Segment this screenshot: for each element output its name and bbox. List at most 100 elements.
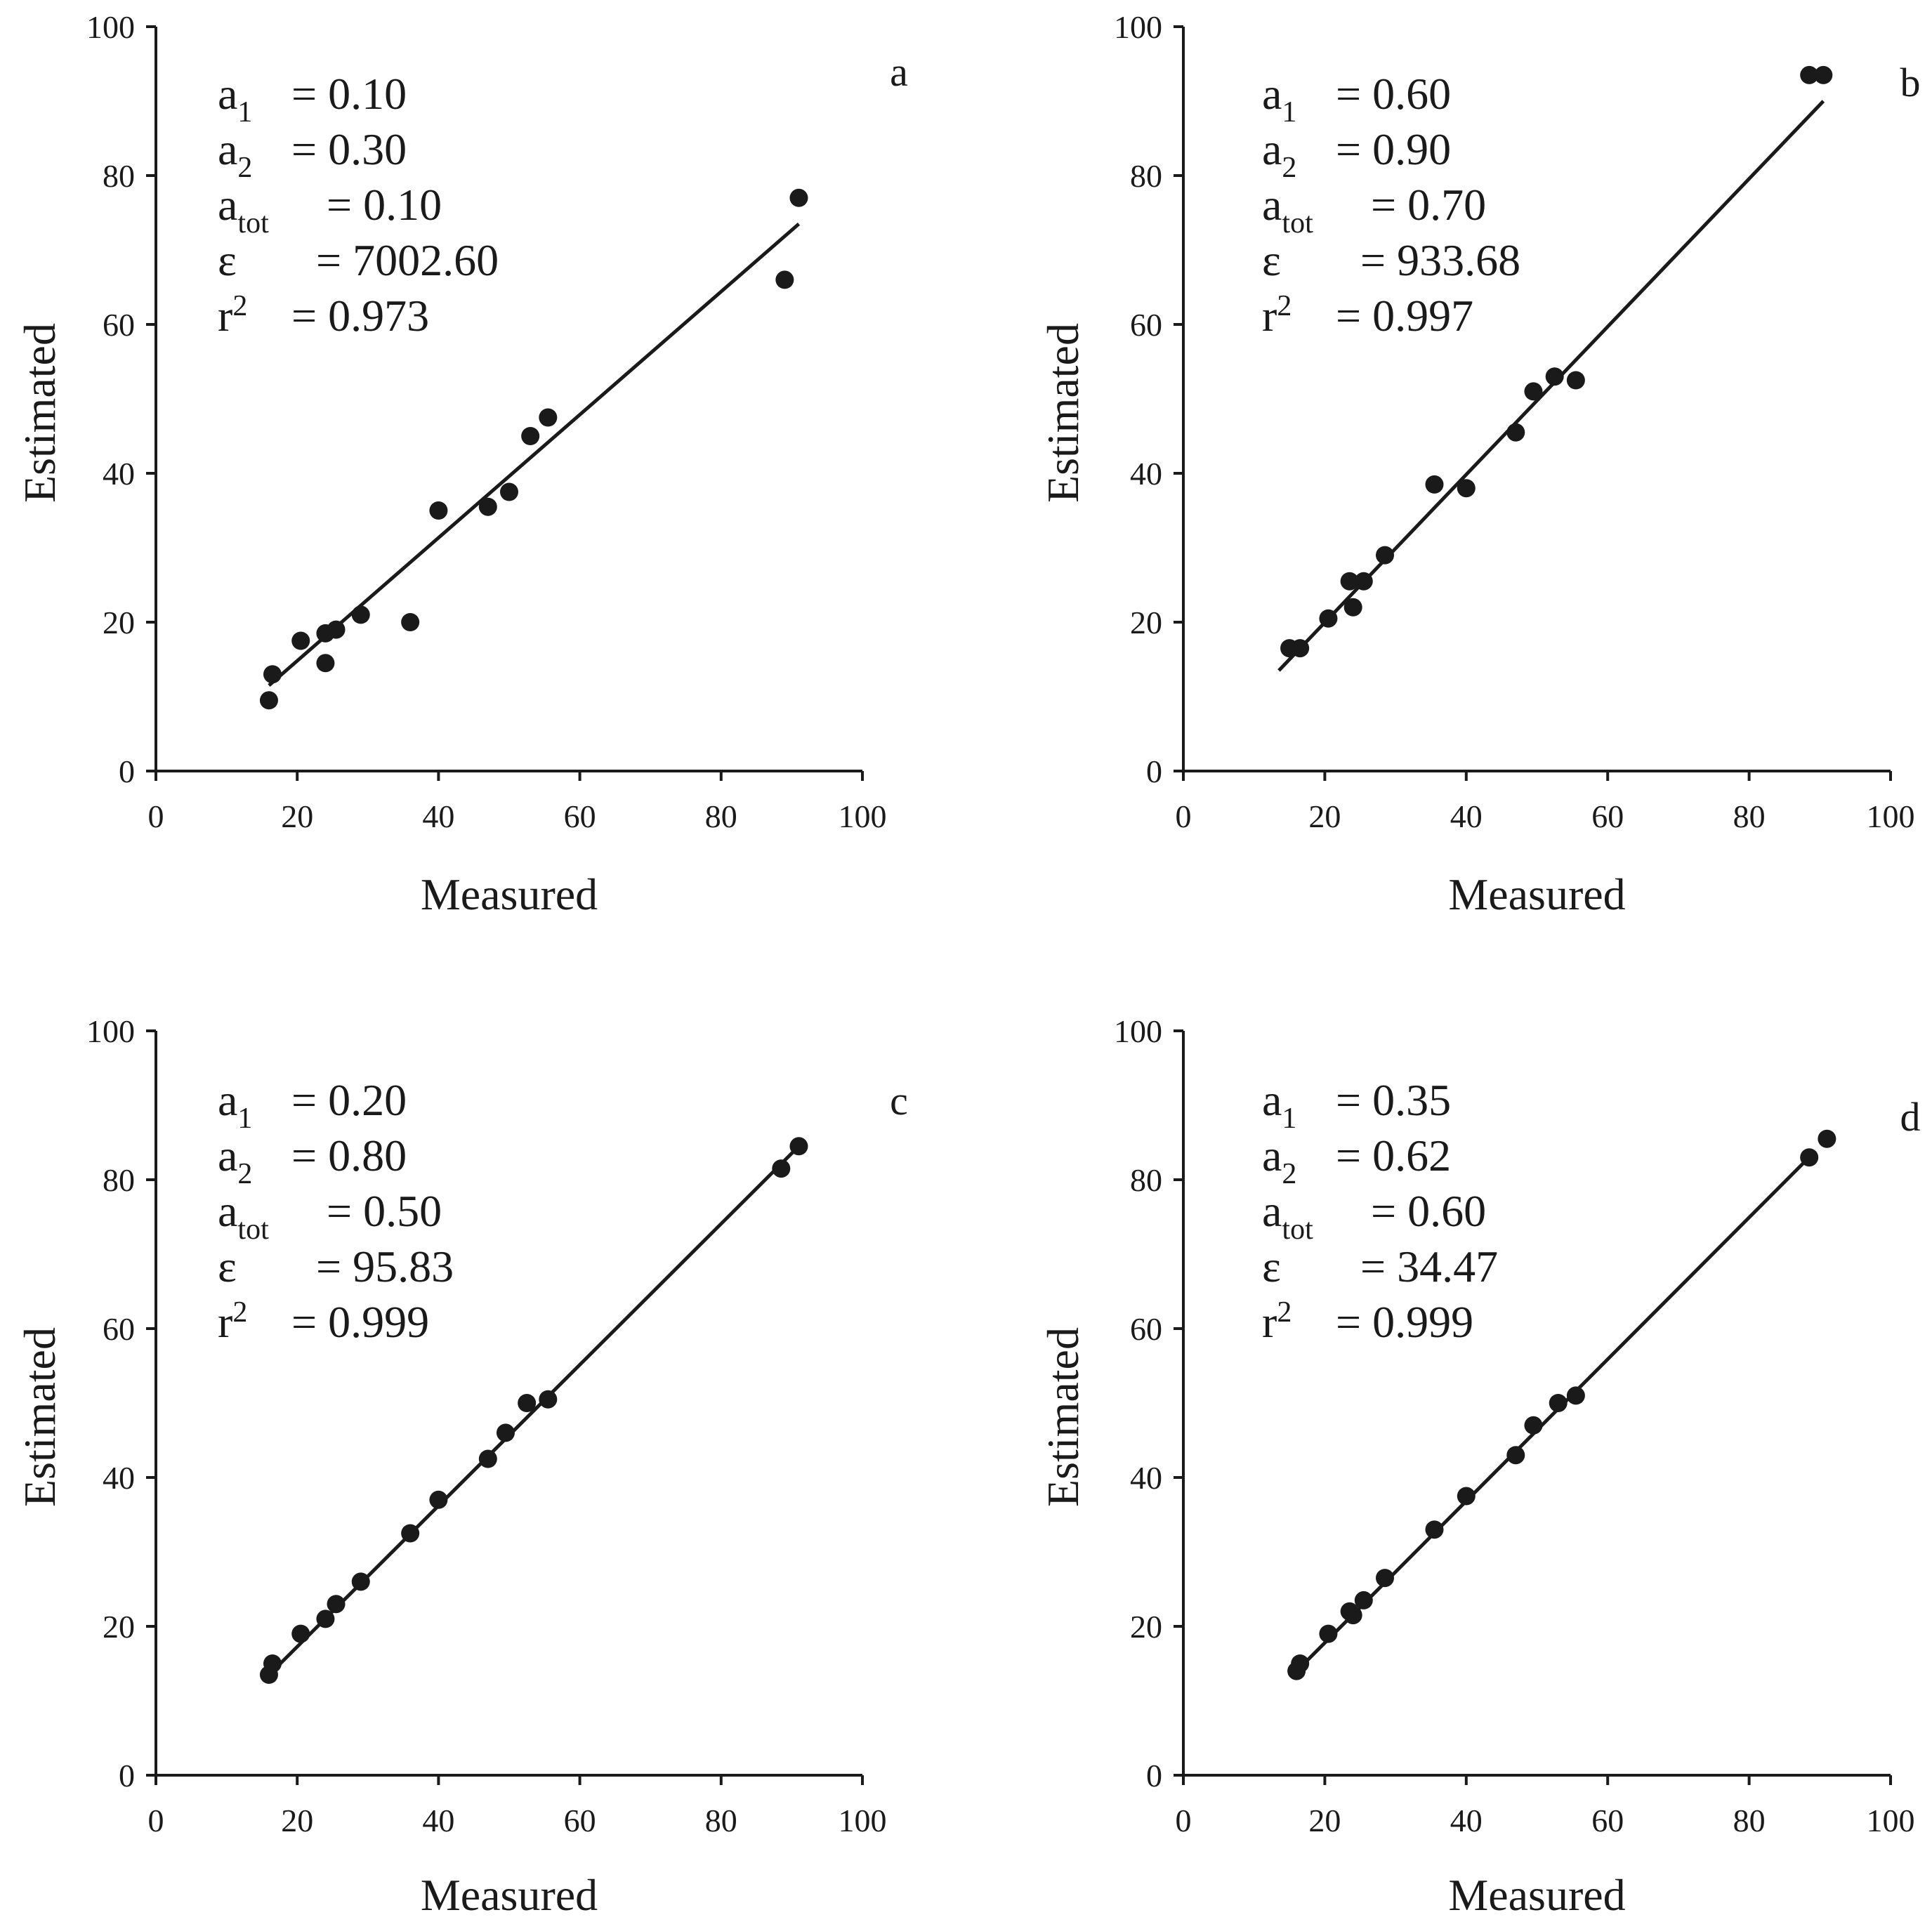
annotation-r2-symbol: r — [1262, 291, 1277, 341]
data-point — [478, 497, 497, 516]
y-tick-label: 100 — [86, 9, 135, 45]
data-point — [316, 1609, 335, 1628]
y-tick-label: 60 — [103, 1311, 135, 1347]
annotation-a2-symbol: a — [1262, 1131, 1282, 1180]
annotation-atot-value: = 0.60 — [1371, 1186, 1486, 1236]
data-point — [351, 1572, 370, 1591]
data-point — [1425, 475, 1444, 494]
x-tick-label: 100 — [1867, 798, 1915, 834]
y-tick-label: 0 — [1146, 753, 1162, 789]
annotation-r2-symbol: r — [1262, 1297, 1277, 1347]
annotation-atot-subscript: tot — [237, 1213, 269, 1246]
x-tick-label: 0 — [148, 798, 164, 834]
data-point — [772, 1159, 791, 1178]
data-point — [1524, 1416, 1543, 1435]
annotation-r2-superscript: 2 — [1277, 290, 1292, 322]
annotation-r2: r2 — [1262, 1296, 1292, 1347]
data-point — [1506, 1446, 1525, 1465]
annotation-a2-value: = 0.62 — [1336, 1131, 1451, 1180]
annotation-a2-subscript: 2 — [1282, 152, 1296, 184]
y-tick-label: 100 — [1114, 1013, 1162, 1049]
data-point — [429, 1490, 448, 1509]
x-tick-label: 0 — [1176, 1803, 1192, 1838]
annotation-epsilon: ε — [218, 1242, 237, 1291]
annotation-r2-value: = 0.999 — [1336, 1297, 1473, 1347]
x-tick-label: 60 — [1591, 798, 1624, 834]
annotation-a2-symbol: a — [218, 124, 237, 174]
data-point — [1319, 1624, 1338, 1643]
y-tick-label: 20 — [103, 605, 135, 640]
annotation-atot: atot — [218, 1186, 269, 1246]
data-point — [1814, 65, 1833, 84]
x-tick-label: 0 — [148, 1803, 164, 1838]
y-tick-label: 0 — [119, 1758, 135, 1793]
x-axis-title: Measured — [1448, 869, 1625, 919]
panel-b: 0 20 40 60 80 100 0 20 40 60 80 100 Measured Estimate… — [1038, 9, 1921, 919]
data-point — [1354, 1591, 1373, 1609]
regression-line — [1292, 1152, 1814, 1676]
data-point — [327, 1595, 346, 1614]
y-axis-title: Estimated — [1038, 1327, 1088, 1507]
y-tick-label: 60 — [1130, 1311, 1162, 1347]
data-point — [539, 1390, 558, 1409]
data-point — [478, 1449, 497, 1468]
data-point — [291, 631, 310, 650]
data-point — [1340, 572, 1359, 591]
panel-letter: d — [1900, 1094, 1921, 1140]
x-tick-label: 60 — [564, 1803, 596, 1838]
annotation-r2-symbol: r — [218, 1297, 232, 1347]
panel-letter: b — [1900, 60, 1921, 105]
data-point — [521, 427, 540, 445]
annotation-atot: atot — [1262, 1186, 1313, 1246]
data-point — [1343, 1606, 1362, 1625]
data-point — [351, 605, 370, 624]
y-tick-label: 80 — [1130, 1162, 1162, 1198]
annotation-epsilon-value: = 95.83 — [316, 1242, 454, 1291]
annotation-epsilon-value: = 933.68 — [1360, 235, 1520, 285]
annotation-a2-value: = 0.90 — [1336, 124, 1451, 174]
data-point — [327, 620, 346, 639]
annotation-a1-subscript: 1 — [1282, 1102, 1296, 1135]
x-tick-label: 40 — [1450, 798, 1483, 834]
x-tick-label: 20 — [281, 798, 313, 834]
x-tick-label: 40 — [422, 798, 454, 834]
annotation-atot: atot — [218, 180, 269, 239]
data-point — [291, 1624, 310, 1643]
x-tick-label: 20 — [281, 1803, 313, 1838]
annotation-a2: a2 — [1262, 1131, 1296, 1190]
y-tick-label: 40 — [1130, 456, 1162, 492]
data-point — [1375, 1569, 1394, 1588]
data-point — [518, 1394, 537, 1412]
annotation-a1-value: = 0.60 — [1336, 69, 1451, 119]
data-point — [1375, 546, 1394, 565]
x-tick-label: 80 — [705, 1803, 737, 1838]
data-point — [316, 654, 335, 673]
annotation-a1-subscript: 1 — [237, 96, 252, 129]
annotation-a2-value: = 0.30 — [291, 124, 407, 174]
data-point — [1425, 1520, 1444, 1539]
annotation-r2-value: = 0.997 — [1336, 291, 1473, 341]
y-tick-label: 20 — [1130, 605, 1162, 640]
data-point — [1291, 1654, 1310, 1673]
annotation-epsilon: ε — [1262, 1242, 1281, 1291]
annotation-r2-value: = 0.999 — [291, 1297, 429, 1347]
y-tick-label: 40 — [103, 1460, 135, 1496]
data-point — [263, 1654, 282, 1673]
data-point — [429, 501, 448, 520]
y-tick-label: 20 — [1130, 1609, 1162, 1645]
x-tick-label: 60 — [564, 798, 596, 834]
data-point — [775, 270, 794, 289]
annotation-a1-value: = 0.35 — [1336, 1075, 1451, 1125]
annotation-r2: r2 — [218, 1296, 247, 1347]
data-point — [1506, 423, 1525, 442]
annotation-atot-value: = 0.10 — [327, 180, 442, 230]
regression-line — [264, 1145, 801, 1680]
annotation-atot-subscript: tot — [237, 207, 269, 239]
panel-a: 0 20 40 60 80 100 0 20 40 60 80 100 Measured Estimate… — [15, 9, 908, 919]
annotation-atot-subscript: tot — [1282, 207, 1313, 239]
y-tick-label: 80 — [103, 1162, 135, 1198]
x-tick-label: 80 — [1733, 1803, 1766, 1838]
data-point — [259, 691, 278, 710]
annotation-epsilon-value: = 34.47 — [1360, 1242, 1498, 1291]
